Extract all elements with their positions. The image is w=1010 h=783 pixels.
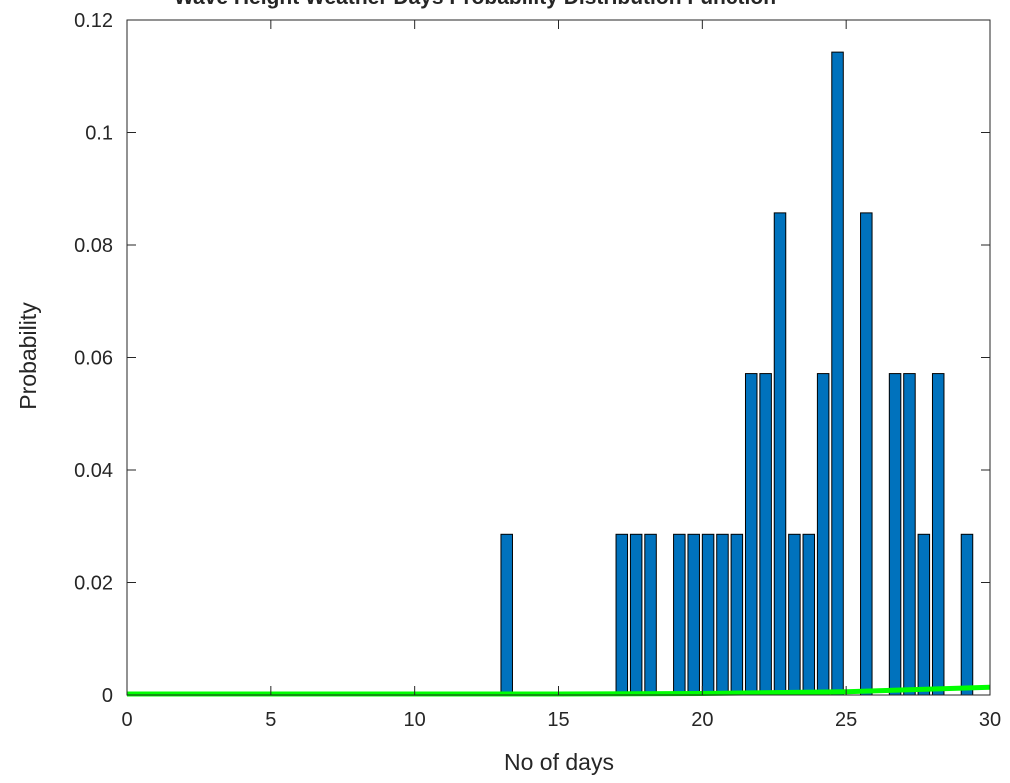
bar bbox=[931, 373, 945, 696]
y-tick-label: 0.08 bbox=[74, 235, 113, 257]
bar bbox=[903, 373, 916, 696]
bar bbox=[860, 212, 873, 696]
bar bbox=[716, 533, 729, 696]
bar bbox=[730, 533, 744, 696]
bar bbox=[917, 533, 931, 696]
bar bbox=[744, 373, 758, 696]
bar bbox=[687, 533, 700, 696]
y-tick-label: 0.02 bbox=[74, 573, 113, 595]
chart-title: Wave Height Weather Days Probability Dis… bbox=[174, 0, 776, 9]
bar bbox=[759, 373, 772, 696]
x-tick-labels: 0 5 10 15 20 25 30 bbox=[121, 709, 1001, 731]
y-tick-label: 0.12 bbox=[74, 10, 113, 32]
bar bbox=[500, 533, 513, 696]
bar bbox=[788, 533, 801, 696]
x-tick-label: 15 bbox=[547, 709, 569, 731]
x-tick-label: 5 bbox=[265, 709, 276, 731]
bar bbox=[816, 373, 830, 696]
x-tick-label: 0 bbox=[121, 709, 132, 731]
bar bbox=[773, 212, 787, 696]
x-tick-label: 10 bbox=[404, 709, 426, 731]
y-tick-label: 0.04 bbox=[74, 460, 113, 482]
bar bbox=[888, 373, 902, 696]
x-axis-label: No of days bbox=[504, 749, 614, 775]
axis-ticks bbox=[126, 19, 991, 696]
bar bbox=[960, 533, 974, 696]
bar bbox=[831, 51, 844, 696]
bar bbox=[615, 533, 629, 696]
y-tick-label: 0.06 bbox=[74, 348, 113, 370]
y-tick-label: 0.1 bbox=[85, 123, 113, 145]
x-tick-label: 30 bbox=[979, 709, 1001, 731]
bar bbox=[701, 533, 715, 696]
y-tick-label: 0 bbox=[102, 685, 113, 707]
x-tick-label: 25 bbox=[835, 709, 857, 731]
y-axis-label: Probability bbox=[15, 302, 41, 410]
y-tick-labels: 0 0.02 0.04 0.06 0.08 0.1 0.12 bbox=[74, 10, 113, 707]
x-tick-label: 20 bbox=[691, 709, 713, 731]
bar bbox=[673, 533, 686, 696]
bar bbox=[629, 533, 643, 696]
bar bbox=[644, 533, 657, 696]
bar-series bbox=[500, 51, 974, 696]
bar bbox=[802, 533, 816, 696]
